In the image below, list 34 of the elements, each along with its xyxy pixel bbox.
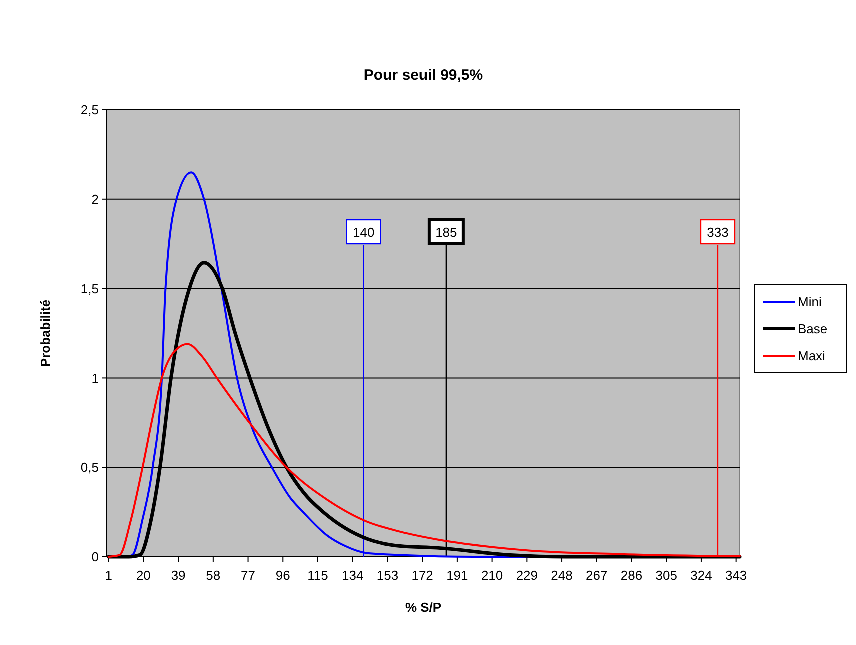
x-tick-label: 286 (620, 568, 643, 583)
legend-label: Base (798, 322, 828, 337)
y-tick-label: 1 (92, 370, 99, 386)
x-tick-label: 305 (656, 568, 678, 583)
x-tick-label: 58 (206, 568, 221, 583)
x-tick-label: 172 (412, 568, 434, 583)
x-tick-label: 267 (586, 568, 608, 583)
x-tick-label: 153 (376, 568, 399, 583)
x-tick-label: 77 (241, 568, 256, 583)
x-tick-label: 134 (342, 568, 364, 583)
x-tick-label: 115 (308, 568, 328, 583)
x-tick-label: 1 (105, 568, 112, 583)
x-tick-label: 39 (171, 568, 186, 583)
ref-line-label: 140 (353, 225, 375, 240)
x-tick-label: 248 (551, 568, 573, 583)
x-tick-label: 191 (446, 568, 468, 583)
ref-line-label: 185 (436, 225, 458, 240)
y-tick-label: 0,5 (80, 460, 99, 476)
y-tick-label: 2,5 (80, 102, 99, 118)
x-tick-label: 96 (276, 568, 290, 583)
y-tick-label: 2 (92, 192, 99, 207)
ref-line-label: 333 (707, 225, 729, 240)
chart-title: Pour seuil 99,5% (364, 67, 484, 84)
legend-label: Mini (798, 294, 822, 310)
x-tick-label: 343 (725, 568, 748, 583)
x-tick-label: 229 (516, 568, 538, 583)
legend-label: Maxi (798, 348, 826, 364)
y-tick-label: 1,5 (80, 281, 99, 296)
y-axis-title: Probabilité (38, 300, 53, 368)
y-tick-label: 0 (92, 550, 99, 565)
x-tick-label: 20 (136, 568, 151, 583)
x-tick-label: 324 (690, 568, 712, 583)
x-tick-label: 210 (481, 568, 504, 583)
x-axis-title: % S/P (405, 600, 442, 615)
